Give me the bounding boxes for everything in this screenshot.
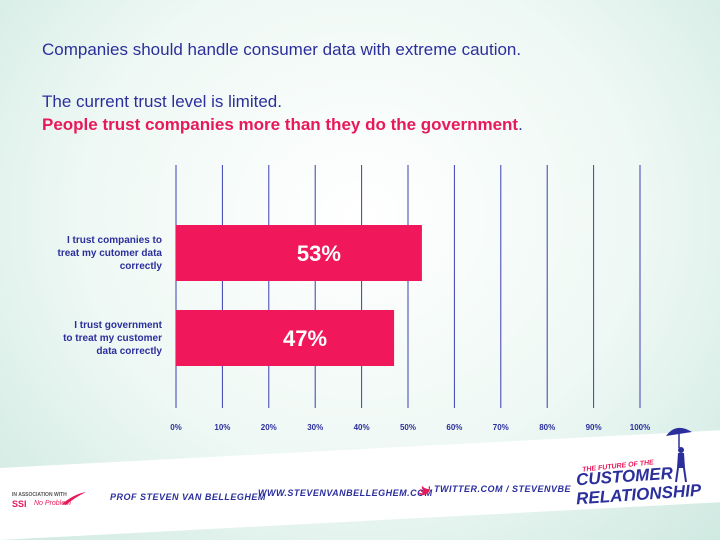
x-tick-label: 40% bbox=[354, 423, 370, 432]
category-label: I trust companies to bbox=[67, 235, 162, 246]
author-name: PROF STEVEN VAN BELLEGHEM bbox=[110, 492, 266, 502]
category-label: I trust government bbox=[74, 320, 162, 331]
no-problem-logo-text: No Problem bbox=[34, 500, 71, 507]
footer: IN ASSOCIATION WITH SSI No Problem PROF … bbox=[0, 427, 720, 540]
x-tick-label: 90% bbox=[586, 423, 602, 432]
headline-2: The current trust level is limited. bbox=[42, 92, 282, 111]
bar bbox=[176, 225, 422, 281]
x-tick-label: 100% bbox=[630, 423, 650, 432]
bar-value-label: 53% bbox=[297, 241, 341, 266]
x-tick-label: 80% bbox=[539, 423, 555, 432]
logo-swoosh-icon bbox=[62, 492, 86, 505]
trust-bar-chart: 0% 10% 20% 30% 40% 50% 60% 70% 80% 90% 100% 53% I tr… bbox=[58, 165, 650, 432]
headline-3-text: People trust companies more than they do… bbox=[42, 115, 519, 134]
category-label: treat my cutomer data bbox=[58, 248, 163, 259]
headline-3: People trust companies more than they do… bbox=[42, 115, 523, 135]
headline-3-end: . bbox=[518, 115, 523, 134]
x-tick-label: 20% bbox=[261, 423, 277, 432]
x-tick-label: 50% bbox=[400, 423, 416, 432]
bar bbox=[176, 310, 395, 366]
x-tick-label: 10% bbox=[214, 423, 230, 432]
x-tick-label: 60% bbox=[446, 423, 462, 432]
twitter-link[interactable]: TWITTER.COM / STEVENVBE bbox=[434, 484, 572, 494]
x-tick-label: 0% bbox=[170, 423, 182, 432]
website-link[interactable]: WWW.STEVENVANBELLEGHEM.COM bbox=[258, 488, 433, 498]
category-label: data correctly bbox=[96, 346, 162, 357]
x-tick-label: 30% bbox=[307, 423, 323, 432]
twitter-bird-icon bbox=[418, 486, 430, 496]
ssi-logo-text: SSI bbox=[12, 499, 27, 509]
headline-1: Companies should handle consumer data wi… bbox=[42, 40, 522, 59]
umbrella-figure-icon bbox=[666, 427, 692, 483]
association-label: IN ASSOCIATION WITH bbox=[12, 492, 67, 498]
x-tick-label: 70% bbox=[493, 423, 509, 432]
category-label: correctly bbox=[120, 261, 163, 272]
category-label: to treat my customer bbox=[63, 333, 162, 344]
bar-value-label: 47% bbox=[283, 326, 327, 351]
